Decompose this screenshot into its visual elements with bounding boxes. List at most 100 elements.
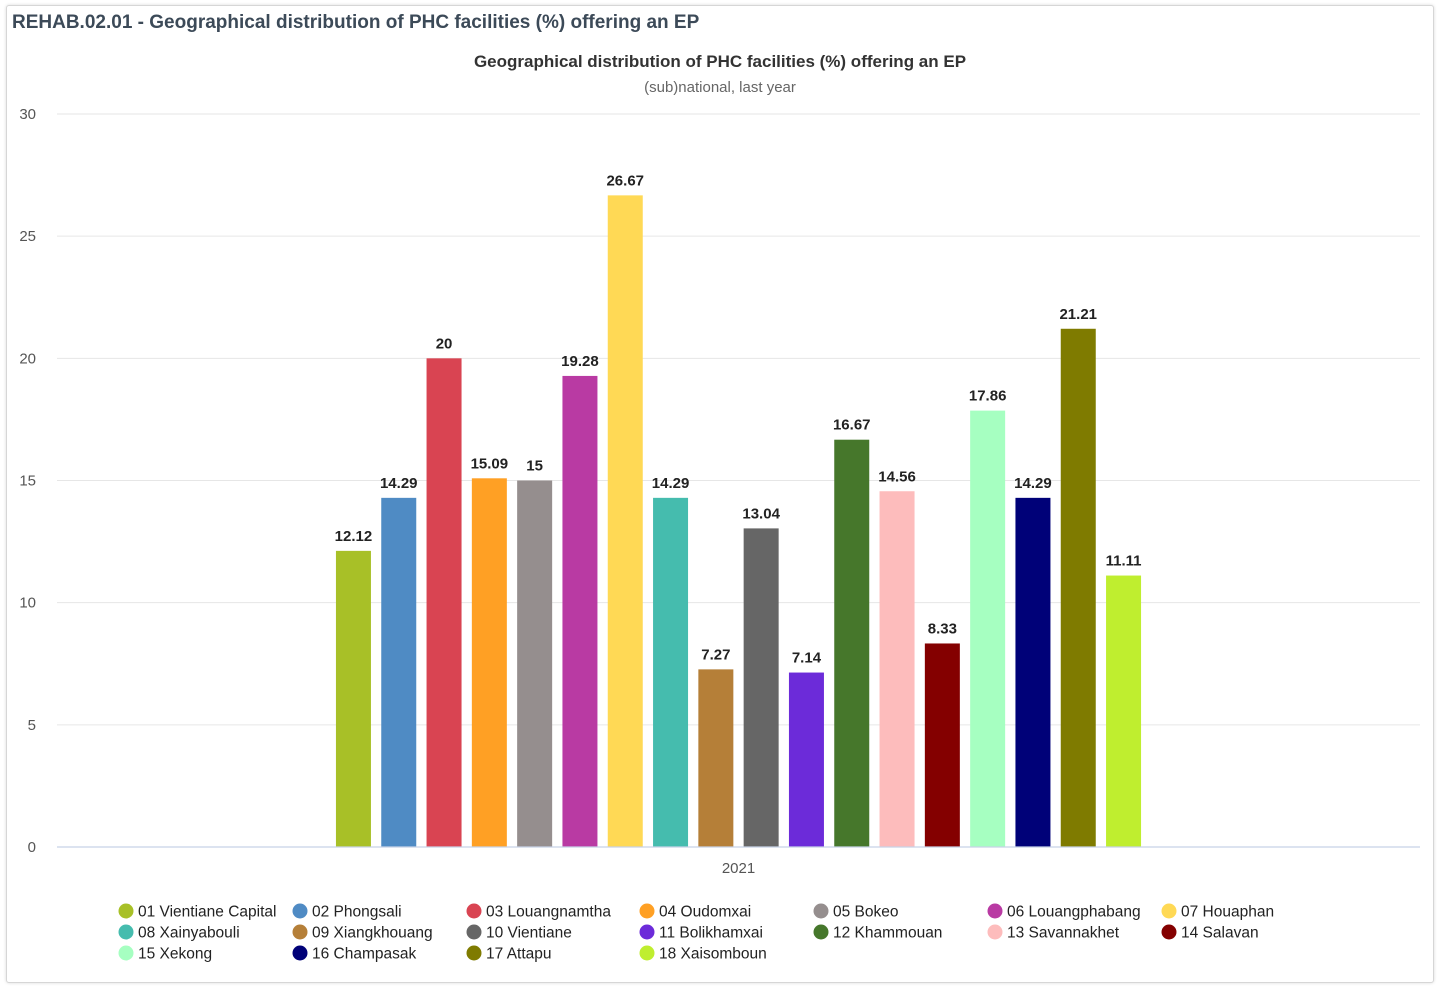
legend-item[interactable]: 15 Xekong — [118, 945, 213, 963]
legend-swatch — [118, 903, 134, 919]
chart-title: Geographical distribution of PHC facilit… — [474, 52, 966, 71]
legend-swatch — [466, 945, 482, 961]
x-tick-label: 2021 — [722, 860, 755, 877]
data-label: 14.29 — [380, 475, 418, 492]
data-label: 19.28 — [561, 353, 599, 370]
legend-swatch — [987, 903, 1003, 919]
legend-item[interactable]: 16 Champasak — [292, 945, 417, 963]
y-tick-label: 30 — [19, 106, 36, 123]
data-label: 26.67 — [606, 172, 644, 189]
bar[interactable] — [607, 195, 643, 847]
bar[interactable] — [562, 375, 598, 847]
bar[interactable] — [426, 358, 462, 847]
bar[interactable] — [381, 497, 417, 847]
y-grid: 0 5 10 15 20 25 30 — [19, 106, 1420, 856]
legend-item[interactable]: 11 Bolikhamxai — [639, 924, 763, 942]
legend-item[interactable]: 02 Phongsali — [292, 903, 402, 921]
bar-series — [335, 195, 1142, 848]
data-labels: 12.12 14.29 20 15.09 15 19.28 26.67 14.29 7.27 13… — [335, 172, 1142, 666]
data-label: 7.14 — [792, 650, 822, 667]
bar[interactable] — [471, 478, 507, 847]
bar[interactable] — [698, 669, 734, 847]
legend-item[interactable]: 03 Louangnamtha — [466, 903, 612, 921]
legend-label: 16 Champasak — [312, 946, 417, 963]
legend-item[interactable]: 10 Vientiane — [466, 924, 572, 942]
legend-label: 03 Louangnamtha — [486, 904, 611, 921]
legend-swatch — [1161, 924, 1177, 940]
y-tick-label: 20 — [19, 350, 36, 367]
bar[interactable] — [834, 439, 870, 847]
legend: 01 Vientiane Capital 02 Phongsali 03 Louan… — [118, 903, 1275, 963]
panel-title: REHAB.02.01 - Geographical distribution … — [12, 12, 700, 33]
legend-item[interactable]: 05 Bokeo — [813, 903, 899, 921]
legend-swatch — [813, 924, 829, 940]
data-label: 14.29 — [652, 475, 690, 492]
legend-swatch — [987, 924, 1003, 940]
data-label: 13.04 — [742, 505, 780, 522]
legend-swatch — [118, 945, 134, 961]
data-label: 20 — [436, 335, 453, 352]
legend-label: 08 Xainyabouli — [138, 925, 240, 942]
legend-label: 04 Oudomxai — [659, 904, 751, 921]
legend-label: 09 Xiangkhouang — [312, 925, 433, 942]
legend-label: 06 Louangphabang — [1007, 904, 1141, 921]
legend-label: 17 Attapu — [486, 946, 552, 963]
legend-label: 14 Salavan — [1181, 925, 1259, 942]
y-tick-label: 15 — [19, 473, 36, 490]
legend-swatch — [292, 924, 308, 940]
x-axis: 2021 — [57, 846, 1420, 877]
legend-label: 05 Bokeo — [833, 904, 899, 921]
bar[interactable] — [335, 550, 371, 847]
y-tick-label: 0 — [28, 839, 36, 856]
data-label: 14.56 — [878, 468, 916, 485]
legend-item[interactable]: 06 Louangphabang — [987, 903, 1141, 921]
bar[interactable] — [879, 491, 915, 847]
legend-item[interactable]: 08 Xainyabouli — [118, 924, 240, 942]
legend-item[interactable]: 09 Xiangkhouang — [292, 924, 433, 942]
legend-swatch — [639, 945, 655, 961]
legend-item[interactable]: 17 Attapu — [466, 945, 552, 963]
legend-item[interactable]: 04 Oudomxai — [639, 903, 752, 921]
bar[interactable] — [788, 672, 824, 847]
data-label: 15.09 — [471, 455, 509, 472]
legend-item[interactable]: 14 Salavan — [1161, 924, 1259, 942]
legend-label: 02 Phongsali — [312, 904, 402, 921]
bar[interactable] — [517, 480, 553, 848]
bar[interactable] — [1106, 575, 1142, 847]
legend-item[interactable]: 01 Vientiane Capital — [118, 903, 277, 921]
legend-label: 13 Savannakhet — [1007, 925, 1120, 942]
legend-item[interactable]: 07 Houaphan — [1161, 903, 1275, 921]
legend-label: 01 Vientiane Capital — [138, 904, 276, 921]
chart-subtitle: (sub)national, last year — [644, 79, 796, 96]
legend-swatch — [118, 924, 134, 940]
data-label: 8.33 — [928, 620, 957, 637]
bar[interactable] — [1015, 497, 1051, 847]
data-label: 12.12 — [335, 528, 373, 545]
legend-swatch — [813, 903, 829, 919]
legend-swatch — [466, 924, 482, 940]
legend-item[interactable]: 13 Savannakhet — [987, 924, 1120, 942]
legend-label: 15 Xekong — [138, 946, 212, 963]
data-label: 21.21 — [1059, 306, 1097, 323]
legend-item[interactable]: 12 Khammouan — [813, 924, 943, 942]
legend-item[interactable]: 18 Xaisomboun — [639, 945, 767, 963]
legend-swatch — [292, 903, 308, 919]
y-tick-label: 10 — [19, 595, 36, 612]
legend-label: 12 Khammouan — [833, 925, 942, 942]
bar[interactable] — [970, 410, 1006, 847]
data-label: 17.86 — [969, 388, 1007, 405]
legend-swatch — [639, 903, 655, 919]
data-label: 15 — [526, 458, 543, 475]
legend-swatch — [466, 903, 482, 919]
legend-label: 10 Vientiane — [486, 925, 572, 942]
legend-label: 11 Bolikhamxai — [659, 925, 763, 942]
bar[interactable] — [743, 528, 779, 847]
legend-label: 18 Xaisomboun — [659, 946, 767, 963]
bar[interactable] — [924, 643, 960, 847]
bar[interactable] — [1060, 328, 1096, 847]
bar[interactable] — [653, 497, 689, 847]
legend-swatch — [639, 924, 655, 940]
legend-swatch — [292, 945, 308, 961]
legend-label: 07 Houaphan — [1181, 904, 1274, 921]
